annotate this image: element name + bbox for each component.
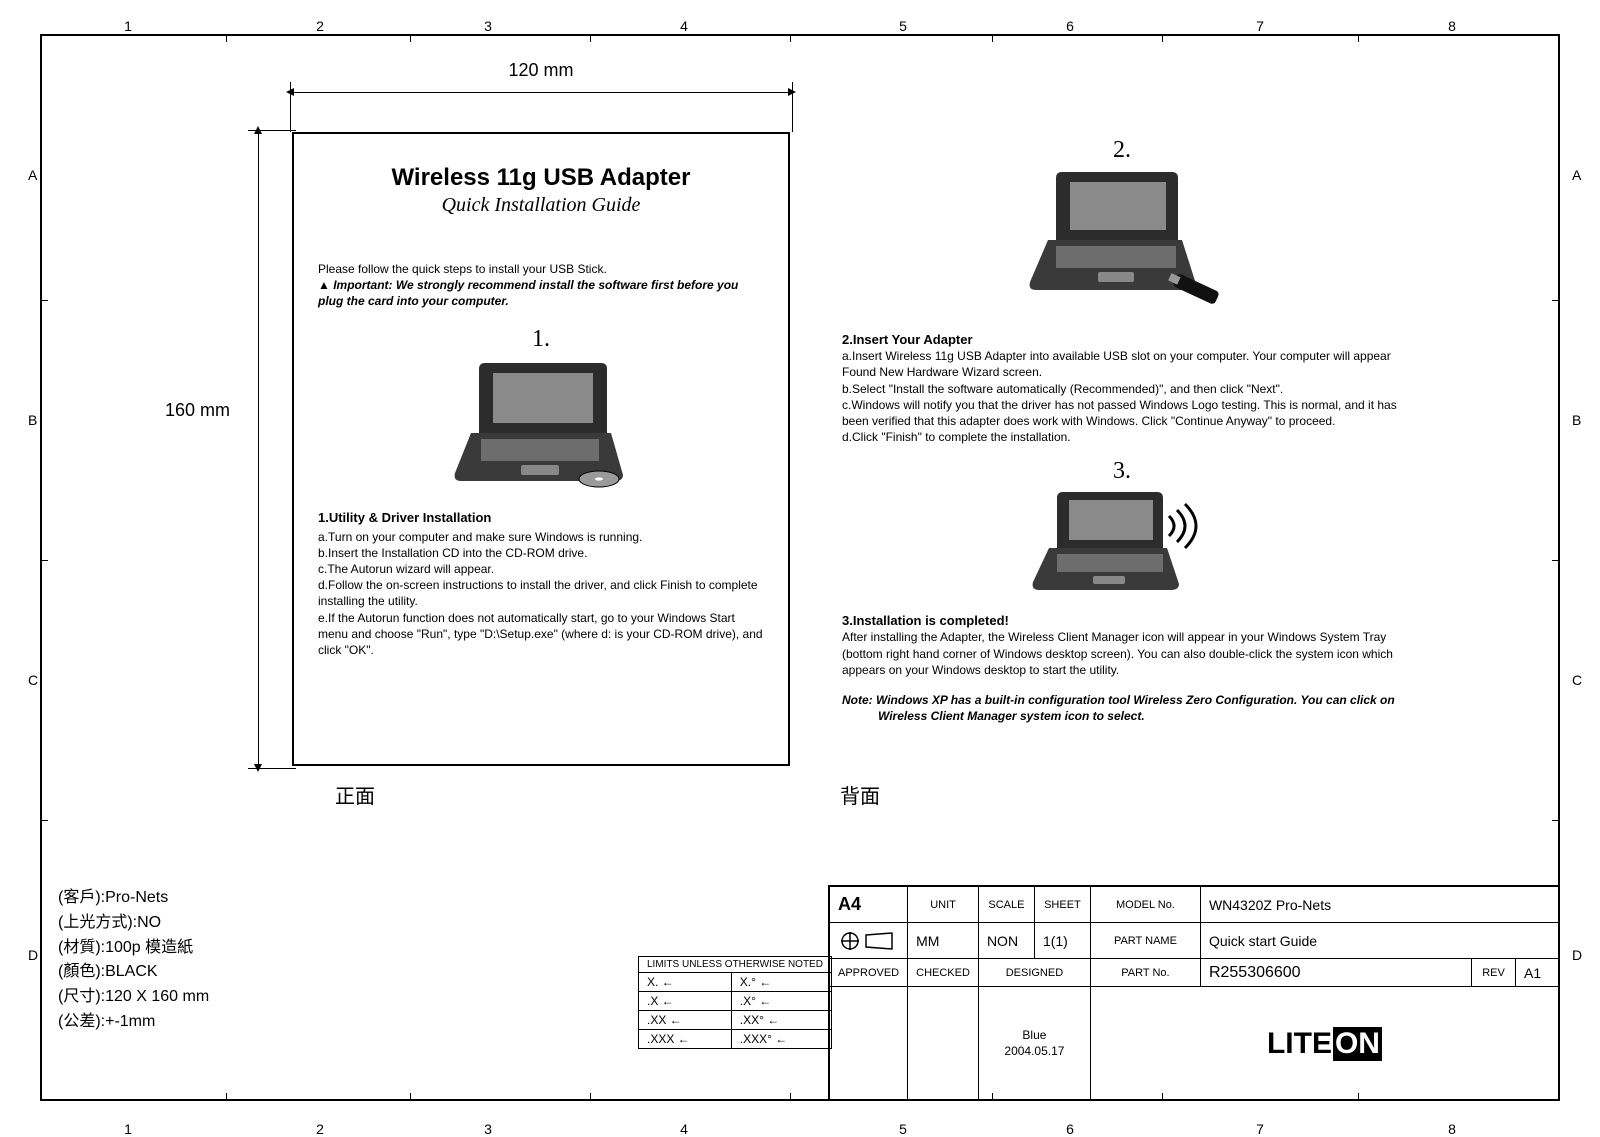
spec-block: (客戶):Pro-Nets (上光方式):NO (材質):100p 模造紙 (顏… (58, 886, 209, 1035)
spec-color: (顏色):BLACK (58, 960, 209, 985)
spec-tolerance: (公差):+-1mm (58, 1010, 209, 1035)
spec-size: (尺寸):120 X 160 mm (58, 985, 209, 1010)
section3-body: After installing the Adapter, the Wirele… (842, 629, 1402, 678)
partno-value: R255306600 (1200, 959, 1471, 987)
col-num: 6 (1066, 1121, 1074, 1137)
dim-height: 160 mm (165, 400, 230, 421)
row-let: B (1572, 412, 1581, 428)
laptop-icon (318, 357, 764, 500)
col-num: 4 (680, 18, 688, 34)
section1-steps: a.Turn on your computer and make sure Wi… (318, 529, 764, 659)
dim-width: 120 mm (290, 60, 792, 81)
section2-heading: 2.Insert Your Adapter (842, 331, 1402, 349)
partno-label: PART No. (1090, 959, 1200, 987)
unit-label: UNIT (908, 887, 979, 923)
brand-logo: LITEON (1090, 987, 1559, 1101)
row-let: C (28, 672, 38, 688)
checked-value (908, 987, 979, 1101)
approved-value (830, 987, 908, 1101)
col-num: 3 (484, 1121, 492, 1137)
intro-warning: ▲ Important: We strongly recommend insta… (318, 277, 764, 309)
tolerance-table: LIMITS UNLESS OTHERWISE NOTED X. ←X.° ← … (638, 956, 832, 1049)
col-num: 4 (680, 1121, 688, 1137)
guide-title: Wireless 11g USB Adapter (318, 164, 764, 192)
rev-value: A1 (1516, 959, 1560, 987)
guide-front: Wireless 11g USB Adapter Quick Installat… (292, 132, 790, 766)
designed-label: DESIGNED (978, 959, 1090, 987)
title-block: A4 UNIT SCALE SHEET MODEL No. WN4320Z Pr… (828, 885, 1560, 1101)
col-num: 3 (484, 18, 492, 34)
tol-header: LIMITS UNLESS OTHERWISE NOTED (639, 957, 832, 973)
col-num: 1 (124, 18, 132, 34)
drawing-page: 1 2 3 4 5 6 7 8 1 2 3 4 5 6 7 8 A B C D … (0, 0, 1600, 1131)
section2-steps: a.Insert Wireless 11g USB Adapter into a… (842, 348, 1402, 445)
spec-customer: (客戶):Pro-Nets (58, 886, 209, 911)
unit-value: MM (908, 923, 979, 959)
section1-heading: 1.Utility & Driver Installation (318, 510, 764, 525)
row-let: D (28, 947, 38, 963)
approved-label: APPROVED (830, 959, 908, 987)
model-label: MODEL No. (1090, 887, 1200, 923)
col-num: 6 (1066, 18, 1074, 34)
section3-heading: 3.Installation is completed! (842, 612, 1402, 630)
col-num: 5 (899, 1121, 907, 1137)
figure-number: 2. (842, 134, 1402, 166)
col-num: 7 (1256, 1121, 1264, 1137)
front-side-label: 正面 (335, 780, 375, 809)
scale-label: SCALE (978, 887, 1034, 923)
spec-finish: (上光方式):NO (58, 911, 209, 936)
xp-note: Note: Windows XP has a built-in configur… (842, 692, 1402, 724)
back-side-label: 背面 (840, 780, 880, 809)
row-let: A (28, 167, 37, 183)
col-num: 7 (1256, 18, 1264, 34)
sheet-label: SHEET (1034, 887, 1090, 923)
figure-number: 3. (842, 455, 1402, 487)
guide-subtitle: Quick Installation Guide (318, 194, 764, 217)
guide-back: 2. 2.Insert Your Adapter a.Insert Wirele… (842, 134, 1402, 724)
paper-size: A4 (830, 887, 908, 923)
intro-text: Please follow the quick steps to install… (318, 261, 764, 277)
row-let: C (1572, 672, 1582, 688)
model-value: WN4320Z Pro-Nets (1200, 887, 1559, 923)
laptop-wireless-icon (842, 490, 1402, 604)
spec-material: (材質):100p 模造紙 (58, 936, 209, 961)
laptop-usb-icon (842, 168, 1402, 322)
row-let: B (28, 412, 37, 428)
projection-symbol-icon (830, 923, 908, 959)
col-num: 1 (124, 1121, 132, 1137)
col-num: 8 (1448, 1121, 1456, 1137)
designed-value: Blue 2004.05.17 (978, 987, 1090, 1101)
row-let: D (1572, 947, 1582, 963)
col-num: 8 (1448, 18, 1456, 34)
partname-value: Quick start Guide (1200, 923, 1559, 959)
checked-label: CHECKED (908, 959, 979, 987)
figure-number: 1. (318, 326, 764, 353)
rev-label: REV (1472, 959, 1516, 987)
scale-value: NON (978, 923, 1034, 959)
sheet-value: 1(1) (1034, 923, 1090, 959)
col-num: 2 (316, 1121, 324, 1137)
partname-label: PART NAME (1090, 923, 1200, 959)
col-num: 2 (316, 18, 324, 34)
row-let: A (1572, 167, 1581, 183)
col-num: 5 (899, 18, 907, 34)
